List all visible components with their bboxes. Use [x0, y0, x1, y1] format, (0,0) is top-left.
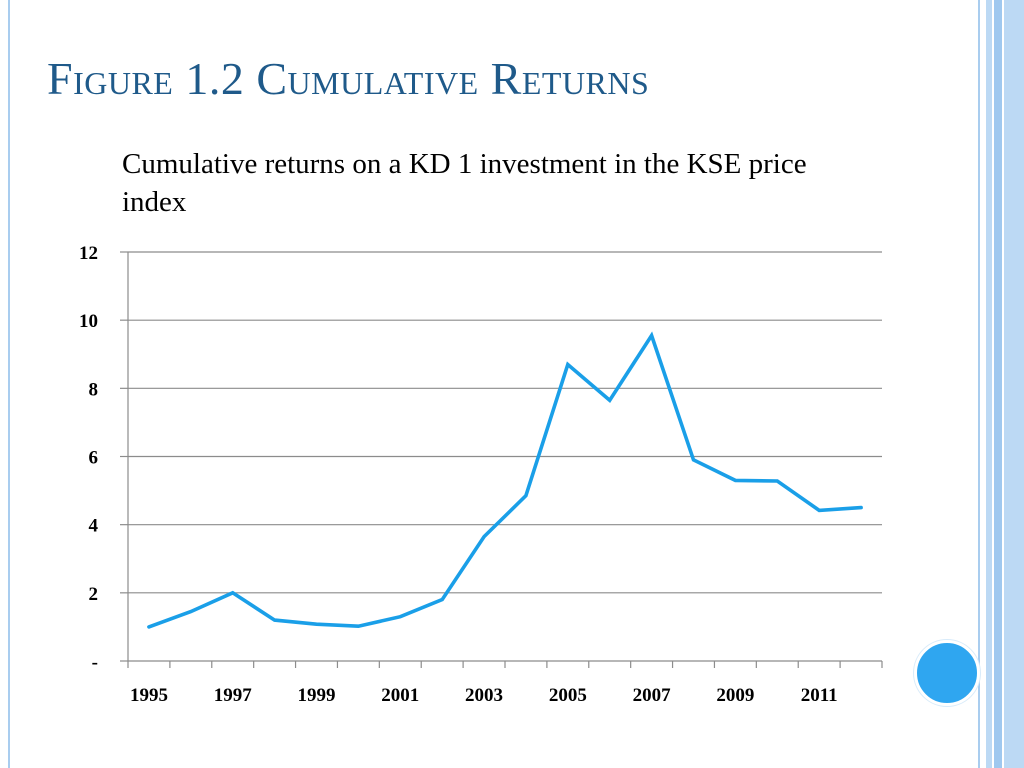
- slide-frame: [8, 0, 980, 768]
- x-tick-label: 2003: [465, 685, 503, 706]
- x-tick-label: 2007: [633, 685, 672, 706]
- accent-circle: [914, 640, 980, 706]
- x-tick-label: 1999: [298, 685, 336, 706]
- series-line: [147, 331, 863, 629]
- y-tick-label: 12: [79, 243, 98, 264]
- slide-title: Figure 1.2 Cumulative Returns: [47, 53, 650, 104]
- decorative-stripes: [980, 0, 1024, 768]
- x-tick-label: 2001: [381, 685, 419, 706]
- x-tick-label: 2009: [716, 685, 754, 706]
- y-tick-label: 10: [79, 311, 98, 332]
- x-tick-label: 2005: [549, 685, 587, 706]
- y-tick-label: 2: [89, 584, 99, 605]
- x-tick-label: 1995: [130, 685, 168, 706]
- y-tick-label: 8: [89, 379, 99, 400]
- chart-title: Cumulative returns on a KD 1 investment …: [122, 148, 807, 218]
- y-tick-label: 6: [89, 448, 99, 469]
- y-tick-label: -: [92, 652, 98, 673]
- y-tick-label: 4: [89, 516, 99, 537]
- x-tick-label: 1997: [214, 685, 253, 706]
- x-tick-label: 2011: [801, 685, 838, 706]
